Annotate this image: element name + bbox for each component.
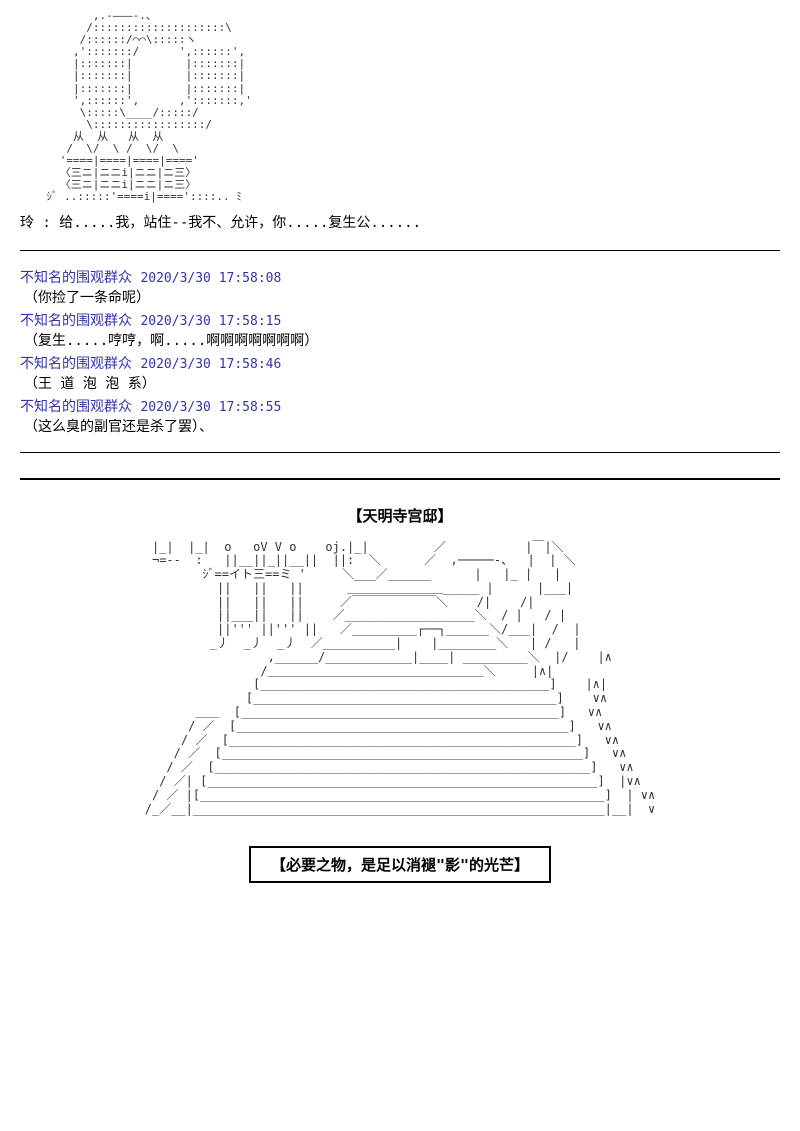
comment-user: 不知名的围观群众 bbox=[20, 313, 132, 329]
comment-user: 不知名的围观群众 bbox=[20, 270, 132, 286]
comment-block: 不知名的围观群众 2020/3/30 17:58:08 （你捡了一条命呢） 不知… bbox=[20, 259, 780, 444]
section-title: 【天明寺宫邸】 bbox=[20, 505, 780, 526]
comment-timestamp: 2020/3/30 17:58:08 bbox=[140, 271, 281, 286]
ascii-character-art: ,.-―――-.、 /::::::::::::::::::::\ /::::::… bbox=[20, 10, 780, 204]
comment-item: 不知名的围观群众 2020/3/30 17:58:46 （王 道 泡 泡 系） bbox=[20, 353, 780, 393]
dialogue-line: 玲 : 给.....我，站住--我不、允许，你.....复生公...... bbox=[20, 212, 780, 242]
comment-user: 不知名的围观群众 bbox=[20, 399, 132, 415]
boxed-caption: 【必要之物，是足以消褪"影"的光芒】 bbox=[20, 846, 780, 883]
comment-text: （这么臭的副官还是杀了罢）、 bbox=[24, 416, 780, 436]
divider-2 bbox=[20, 452, 780, 453]
comment-item: 不知名的围观群众 2020/3/30 17:58:15 （复生.....哼哼，啊… bbox=[20, 310, 780, 350]
comment-timestamp: 2020/3/30 17:58:15 bbox=[140, 314, 281, 329]
ascii-stairs-art: |_| |_| o oV V o oj.|_| ／ |￣|＼ ¬=-- : ||… bbox=[145, 541, 656, 817]
comment-item: 不知名的围观群众 2020/3/30 17:58:55 （这么臭的副官还是杀了罢… bbox=[20, 396, 780, 436]
divider-1 bbox=[20, 250, 780, 251]
comment-user: 不知名的围观群众 bbox=[20, 356, 132, 372]
comment-text: （你捡了一条命呢） bbox=[24, 287, 780, 307]
comment-text: （复生.....哼哼，啊.....啊啊啊啊啊啊啊） bbox=[24, 330, 780, 350]
comment-item: 不知名的围观群众 2020/3/30 17:58:08 （你捡了一条命呢） bbox=[20, 267, 780, 307]
ascii-stairs-container: |_| |_| o oV V o oj.|_| ／ |￣|＼ ¬=-- : ||… bbox=[20, 541, 780, 817]
divider-thick bbox=[20, 478, 780, 480]
boxed-caption-text: 【必要之物，是足以消褪"影"的光芒】 bbox=[249, 846, 551, 883]
comment-text: （王 道 泡 泡 系） bbox=[24, 373, 780, 393]
comment-timestamp: 2020/3/30 17:58:46 bbox=[140, 357, 281, 372]
comment-timestamp: 2020/3/30 17:58:55 bbox=[140, 400, 281, 415]
